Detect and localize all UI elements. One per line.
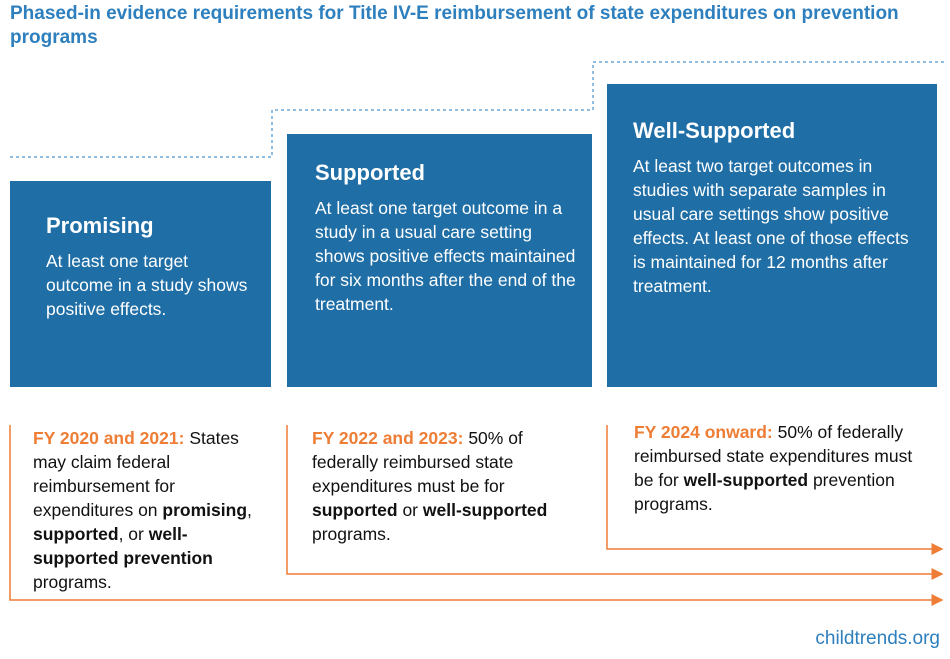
text-run: promising <box>162 500 248 520</box>
tier-box: Promising At least one target outcome in… <box>10 181 271 387</box>
timeline-arrow <box>286 425 944 580</box>
tier-box: Supported At least one target outcome in… <box>287 134 592 387</box>
tier-box: Well-Supported At least two target outco… <box>607 84 937 387</box>
text-run: States may claim federal reimbursement f… <box>33 428 239 520</box>
text-run: 50% of federally reimbursed state expend… <box>312 428 523 496</box>
text-run: 50% of federally reimbursed state expend… <box>634 422 913 490</box>
timeline-label: FY 2024 onward: <box>634 422 773 442</box>
text-run: programs. <box>312 524 391 544</box>
text-run: supported <box>33 524 119 544</box>
timeline-arrow <box>9 425 944 606</box>
tier-title: Promising <box>46 213 154 238</box>
text-run: well-supported <box>422 500 548 520</box>
text-run: or <box>402 500 418 520</box>
tier-description: At least one target outcome in a study i… <box>315 198 576 314</box>
text-run: programs. <box>33 572 112 592</box>
timeline-text: FY 2024 onward: 50% of federally reimbur… <box>634 420 924 516</box>
text-run: supported <box>312 500 398 520</box>
source: childtrends.org <box>815 628 940 649</box>
step-line <box>10 61 945 158</box>
text-run: , <box>247 500 252 520</box>
timeline-label: FY 2020 and 2021: <box>33 428 185 448</box>
timeline-label: FY 2022 and 2023: <box>312 428 464 448</box>
text-run: well-supported <box>683 470 809 490</box>
text-run: well-supported prevention <box>33 524 213 568</box>
tier-description: At least two target outcomes in studies … <box>633 156 909 296</box>
timeline-text: FY 2022 and 2023: 50% of federally reimb… <box>312 426 592 546</box>
text-run: prevention programs. <box>634 470 895 514</box>
tier-title: Supported <box>315 160 425 185</box>
title: Phased-in evidence requirements for Titl… <box>10 3 899 48</box>
timeline-arrow <box>606 425 944 555</box>
timeline-text: FY 2020 and 2021: States may claim feder… <box>33 426 273 594</box>
tier-description: At least one target outcome in a study s… <box>46 251 248 319</box>
tier-title: Well-Supported <box>633 118 796 143</box>
text-run: , or <box>118 524 144 544</box>
